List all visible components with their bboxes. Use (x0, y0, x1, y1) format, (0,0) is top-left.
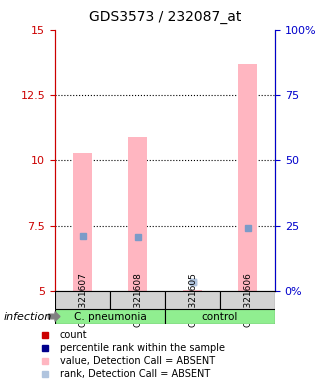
FancyBboxPatch shape (165, 309, 275, 324)
Text: GSM321608: GSM321608 (133, 273, 142, 328)
Text: count: count (60, 330, 88, 340)
FancyBboxPatch shape (55, 309, 165, 324)
Text: control: control (202, 311, 238, 321)
Text: GDS3573 / 232087_at: GDS3573 / 232087_at (89, 10, 241, 24)
FancyBboxPatch shape (165, 291, 220, 309)
Text: GSM321607: GSM321607 (78, 273, 87, 328)
Text: percentile rank within the sample: percentile rank within the sample (60, 343, 225, 353)
FancyBboxPatch shape (110, 291, 165, 309)
Bar (128, 137, 147, 291)
Text: value, Detection Call = ABSENT: value, Detection Call = ABSENT (60, 356, 215, 366)
Text: C. pneumonia: C. pneumonia (74, 311, 147, 321)
FancyBboxPatch shape (55, 291, 110, 309)
Text: infection: infection (3, 311, 51, 321)
FancyBboxPatch shape (220, 291, 275, 309)
Bar (73, 153, 92, 291)
Bar (238, 64, 257, 291)
Text: GSM321605: GSM321605 (188, 273, 197, 328)
Bar (183, 290, 202, 291)
Text: GSM321606: GSM321606 (243, 273, 252, 328)
Text: rank, Detection Call = ABSENT: rank, Detection Call = ABSENT (60, 369, 210, 379)
